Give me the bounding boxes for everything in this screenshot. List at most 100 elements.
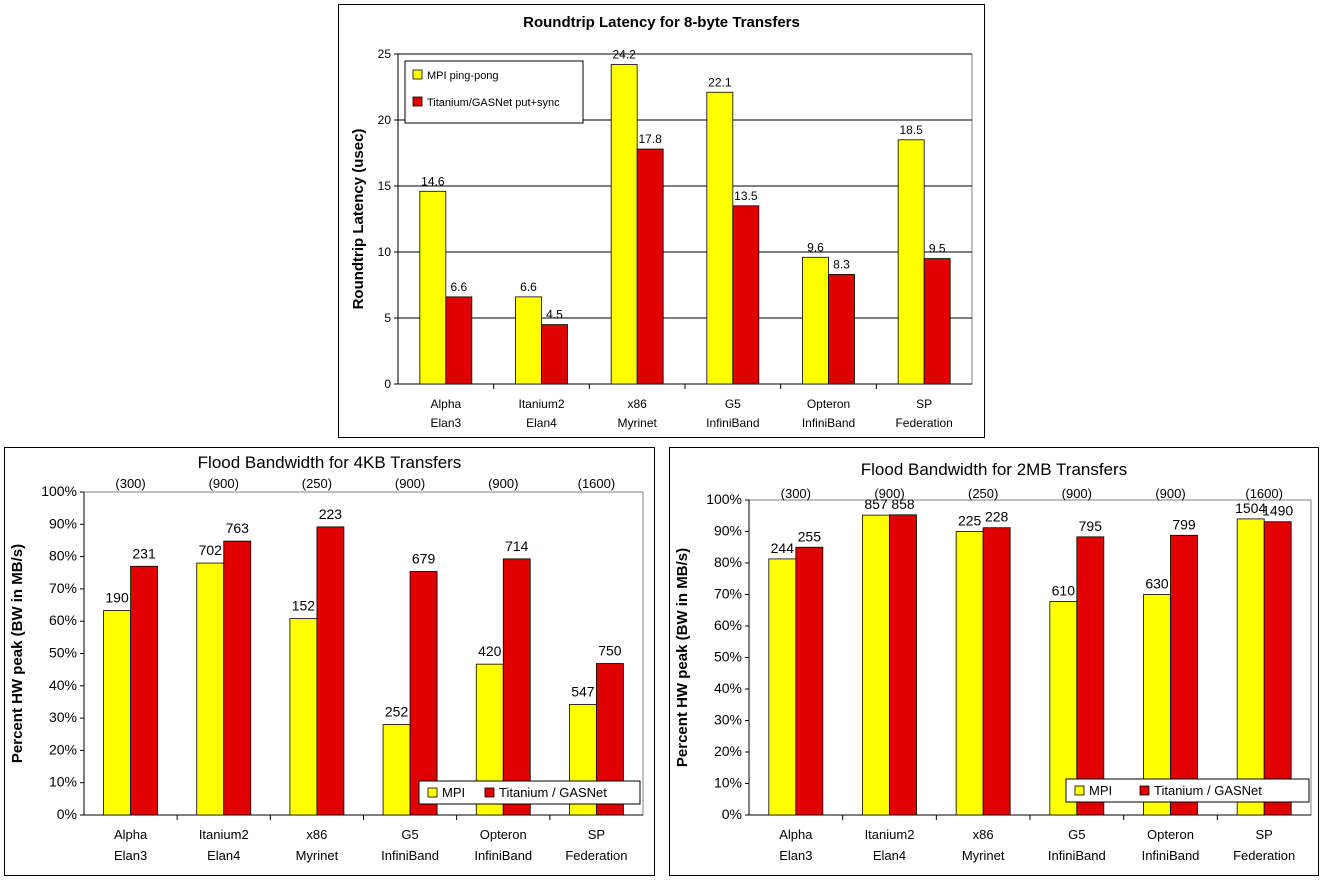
peak-bandwidth-label: (250) <box>968 486 998 501</box>
bar-mpi <box>768 558 797 816</box>
legend-swatch-mpi <box>1074 785 1085 796</box>
bar-titanium <box>502 558 531 816</box>
bandwidth-4kb-chart: Flood Bandwidth for 4KB Transfers 0% 10% 20… <box>9 453 644 863</box>
bar-value-label: 702 <box>199 542 223 558</box>
bandwidth-4kb-chart-panel: Flood Bandwidth for 4KB Transfers 0% 10% 20… <box>4 447 655 876</box>
y-tick-label: 10% <box>49 774 77 790</box>
legend-swatch-mpi <box>427 787 438 798</box>
x-category-label: Opteron <box>480 827 527 842</box>
peak-bandwidth-label: (300) <box>115 476 145 491</box>
bar-value-label: 679 <box>412 550 436 566</box>
bar-mpi <box>103 610 131 816</box>
x-category-label: G5 <box>1068 827 1085 842</box>
plot-area <box>748 499 1312 816</box>
bar-titanium <box>223 540 252 816</box>
y-axis-label: Percent HW peak (BW in MB/s) <box>9 544 26 763</box>
x-category-label: Elan4 <box>207 848 240 863</box>
y-tick-label: 0 <box>384 377 391 391</box>
y-axis-label: Roundtrip Latency (usec) <box>350 129 367 310</box>
bar-value-label: 223 <box>319 506 343 522</box>
bar-value-label: 857 <box>864 496 888 512</box>
legend <box>1065 778 1310 803</box>
x-category-label: Itanium2 <box>199 827 249 842</box>
x-category-label: x86 <box>627 397 647 411</box>
bar-mpi <box>802 256 829 385</box>
x-category-label: Alpha <box>114 827 148 842</box>
bar-value-label: 225 <box>958 513 982 529</box>
y-axis-label: Percent HW peak (BW in MB/s) <box>674 548 691 767</box>
x-category-label: Elan3 <box>779 848 812 863</box>
x-category-label: InfiniBand <box>706 416 759 430</box>
bar-value-label: 1490 <box>1262 503 1293 519</box>
bar-value-label: 6.6 <box>450 280 467 294</box>
bar-titanium <box>1076 536 1105 816</box>
x-category-label: InfiniBand <box>1048 848 1106 863</box>
bar-value-label: 763 <box>226 520 250 536</box>
legend-label-mpi: MPI ping-pong <box>427 70 499 82</box>
bar-titanium <box>130 565 158 816</box>
x-category-label: InfiniBand <box>381 848 439 863</box>
bar-titanium <box>1170 534 1198 816</box>
x-category-label: Elan3 <box>114 848 147 863</box>
y-tick-label: 50% <box>49 645 77 661</box>
x-category-label: Federation <box>565 848 627 863</box>
legend <box>418 780 641 805</box>
bar-mpi <box>289 618 318 816</box>
y-tick-label: 100% <box>41 483 77 499</box>
y-tick-label: 60% <box>49 612 77 628</box>
x-category-label: Itanium2 <box>518 397 564 411</box>
legend-label-mpi: MPI <box>1089 783 1112 798</box>
bar-value-label: 547 <box>571 684 595 700</box>
bar-value-label: 255 <box>798 528 822 544</box>
bar-value-label: 6.6 <box>520 280 537 294</box>
x-category-label: InfiniBand <box>474 848 532 863</box>
bar-mpi <box>706 91 734 385</box>
x-category-label: Itanium2 <box>865 827 915 842</box>
plot-area <box>83 491 644 816</box>
bar-value-label: 1504 <box>1235 500 1266 516</box>
x-category-label: Elan4 <box>526 416 557 430</box>
chart-title: Roundtrip Latency for 8-byte Transfers <box>523 14 800 31</box>
x-category-label: x86 <box>973 827 994 842</box>
bar-value-label: 858 <box>891 496 915 512</box>
y-tick-label: 90% <box>49 515 77 531</box>
bar-titanium <box>636 148 664 385</box>
bar-titanium <box>541 324 568 385</box>
legend-swatch-mpi <box>412 69 423 80</box>
x-category-label: SP <box>1255 827 1272 842</box>
bar-value-label: 14.6 <box>421 174 445 188</box>
y-tick-label: 90% <box>714 523 742 539</box>
bar-value-label: 190 <box>105 590 129 606</box>
y-tick-label: 10% <box>714 775 742 791</box>
bar-value-label: 610 <box>1052 582 1076 598</box>
peak-bandwidth-label: (300) <box>781 486 811 501</box>
y-tick-label: 100% <box>706 491 742 507</box>
bar-value-label: 17.8 <box>638 132 662 146</box>
bar-value-label: 8.3 <box>833 257 850 271</box>
legend-swatch-titanium <box>484 787 495 798</box>
bar-value-label: 231 <box>132 545 156 561</box>
y-tick-label: 10 <box>378 245 392 259</box>
peak-bandwidth-label: (900) <box>1062 486 1092 501</box>
bar-mpi <box>610 64 638 385</box>
bar-value-label: 13.5 <box>734 189 758 203</box>
y-tick-label: 15 <box>378 179 392 193</box>
y-tick-label: 40% <box>49 677 77 693</box>
bar-value-label: 714 <box>505 538 529 554</box>
bar-titanium <box>409 571 438 816</box>
y-tick-label: 20% <box>49 741 77 757</box>
bar-value-label: 750 <box>598 643 622 659</box>
y-tick-label: 0% <box>722 806 742 822</box>
bar-value-label: 152 <box>292 598 316 614</box>
bandwidth-2mb-chart-panel: Flood Bandwidth for 2MB Transfers 0% 10% 20… <box>669 447 1319 876</box>
bar-titanium <box>316 526 345 816</box>
bar-titanium <box>923 258 951 385</box>
bar-titanium <box>1263 521 1292 816</box>
bar-value-label: 795 <box>1079 518 1103 534</box>
x-category-label: Elan3 <box>430 416 461 430</box>
x-category-label: Opteron <box>1147 827 1194 842</box>
x-category-label: Alpha <box>779 827 813 842</box>
y-tick-label: 80% <box>49 548 77 564</box>
bar-value-label: 9.5 <box>929 242 946 256</box>
x-category-label: G5 <box>725 397 741 411</box>
